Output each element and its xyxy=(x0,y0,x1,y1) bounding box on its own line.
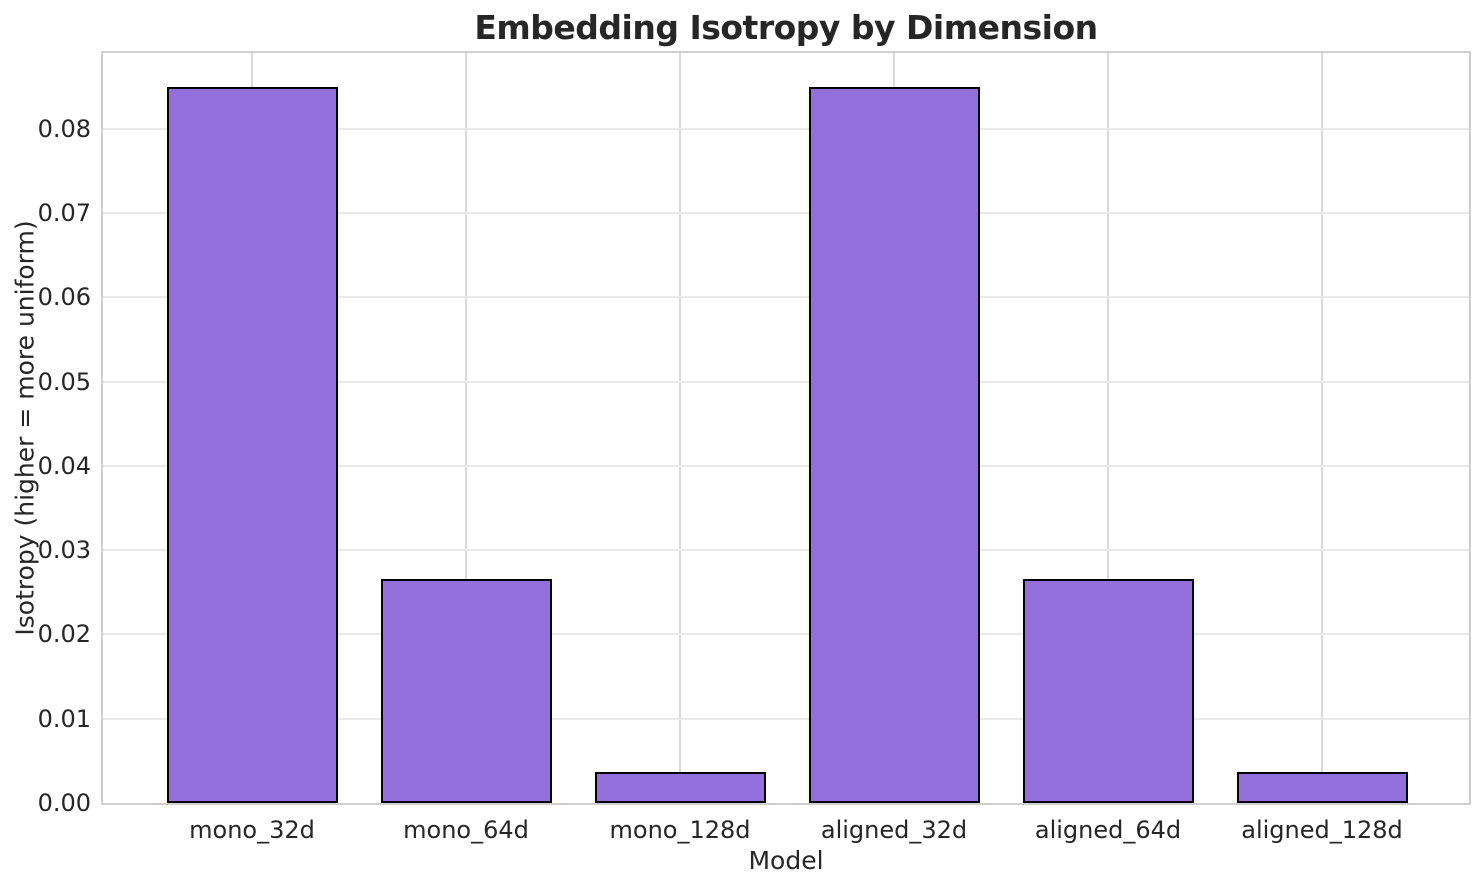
bar-mono_64d xyxy=(380,579,552,803)
chart-title: Embedding Isotropy by Dimension xyxy=(474,8,1098,47)
gridline-horizontal xyxy=(103,717,1469,720)
gridline-horizontal xyxy=(103,127,1469,130)
bar-mono_32d xyxy=(166,87,338,803)
gridline-horizontal xyxy=(103,464,1469,467)
y-tick-label: 0.04 xyxy=(37,451,91,480)
gridline-vertical xyxy=(1321,53,1323,803)
gridline-horizontal xyxy=(103,380,1469,383)
y-tick-label: 0.08 xyxy=(37,114,91,143)
y-tick-label: 0.05 xyxy=(37,367,91,396)
bar-mono_128d xyxy=(594,772,766,803)
gridline-horizontal xyxy=(103,549,1469,552)
bar-aligned_128d xyxy=(1236,772,1408,803)
x-tick-label: aligned_64d xyxy=(1034,816,1182,844)
bar-aligned_64d xyxy=(1022,579,1194,803)
bar-aligned_32d xyxy=(808,87,980,803)
gridline-horizontal xyxy=(103,296,1469,299)
x-tick-label: mono_128d xyxy=(609,816,751,844)
y-tick-label: 0.03 xyxy=(37,536,91,565)
x-tick-label: aligned_32d xyxy=(820,816,968,844)
y-tick-label: 0.01 xyxy=(37,704,91,733)
gridline-horizontal xyxy=(103,633,1469,636)
y-tick-label: 0.02 xyxy=(37,620,91,649)
gridline-vertical xyxy=(1107,53,1109,803)
gridline-vertical xyxy=(465,53,467,803)
gridline-horizontal xyxy=(103,212,1469,215)
x-tick-label: mono_64d xyxy=(403,816,529,844)
x-tick-label: mono_32d xyxy=(189,816,315,844)
y-tick-label: 0.07 xyxy=(37,199,91,228)
y-tick-label: 0.00 xyxy=(37,789,91,817)
x-tick-label: aligned_128d xyxy=(1241,816,1403,844)
gridline-vertical xyxy=(679,53,681,803)
y-tick-label: 0.06 xyxy=(37,283,91,312)
x-axis-label: Model xyxy=(748,846,824,875)
plot-area xyxy=(101,51,1471,805)
